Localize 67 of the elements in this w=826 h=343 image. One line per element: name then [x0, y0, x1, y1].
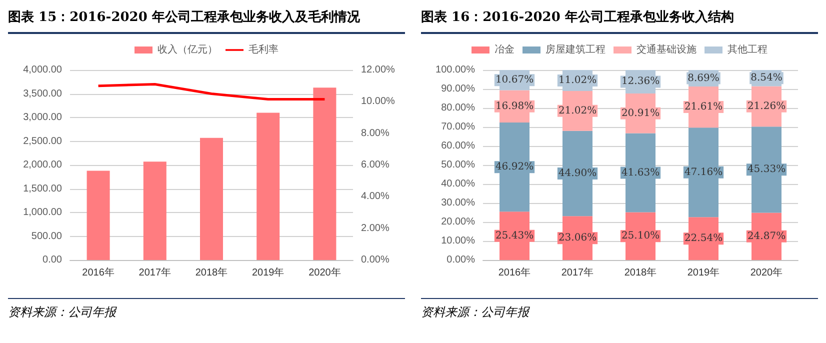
- data-label: 21.61%: [684, 102, 723, 113]
- y-tick-label: 80.00%: [441, 102, 476, 114]
- x-tick-label: 2017年: [561, 266, 594, 278]
- legend-label: 其他工程: [728, 44, 768, 56]
- data-label: 25.10%: [621, 230, 660, 242]
- y2-tick-label: 12.00%: [361, 64, 396, 76]
- data-label: 45.33%: [747, 164, 786, 176]
- y-tick-label: 3,500.00: [23, 88, 62, 100]
- y-tick-label: 90.00%: [441, 84, 476, 94]
- y-tick-label: 10.00%: [441, 236, 476, 246]
- data-label: 12.36%: [621, 76, 660, 88]
- y-tick-label: 20.00%: [441, 216, 476, 228]
- data-label: 44.90%: [558, 168, 597, 180]
- y-tick-label: 3,000.00: [23, 112, 62, 123]
- text: 资料来源：公司年报: [8, 304, 116, 321]
- data-label: 47.16%: [684, 166, 723, 178]
- x-tick-label: 2019年: [252, 266, 284, 278]
- y-tick-label: 0.00: [42, 254, 62, 266]
- x-tick-label: 2016年: [498, 266, 531, 278]
- data-label: 22.54%: [684, 233, 723, 244]
- x-tick-label: 2020年: [308, 266, 341, 278]
- y2-tick-label: 0.00%: [361, 254, 390, 266]
- y-tick-label: 500.00: [31, 230, 62, 242]
- data-label: 25.43%: [495, 230, 534, 242]
- data-label: 8.54%: [750, 72, 782, 84]
- legend-label: 毛利率: [248, 44, 278, 56]
- x-tick-label: 2017年: [138, 266, 172, 278]
- legend-label: 交通基础设施: [636, 44, 696, 56]
- data-label: 46.92%: [495, 162, 534, 173]
- data-label: 24.87%: [747, 230, 786, 242]
- x-tick-label: 2019年: [687, 266, 720, 278]
- data-label: 41.63%: [621, 167, 660, 178]
- data-label: 21.26%: [747, 100, 786, 112]
- y-tick-label: 30.00%: [441, 198, 476, 208]
- data-label: 11.02%: [558, 74, 597, 86]
- y2-tick-label: 6.00%: [361, 160, 390, 170]
- legend-label: 房屋建筑工程: [546, 44, 606, 56]
- y-tick-label: 1,500.00: [23, 183, 62, 194]
- data-label: 8.69%: [688, 72, 720, 84]
- y-tick-label: 100.00%: [436, 64, 476, 76]
- y-tick-label: 60.00%: [441, 140, 476, 152]
- y2-tick-label: 2.00%: [361, 222, 390, 234]
- x-tick-label: 2020年: [750, 266, 783, 278]
- legend-label: 冶金: [494, 44, 514, 56]
- data-label: 21.02%: [558, 105, 597, 116]
- y-tick-label: 2,000.00: [23, 160, 62, 170]
- data-label: 20.91%: [621, 108, 660, 119]
- y-tick-label: 4,000.00: [23, 64, 62, 76]
- chart-title: 图表 16：2016-2020 年公司工程承包业务收入结构: [421, 8, 734, 26]
- y2-tick-label: 8.00%: [361, 128, 390, 139]
- y2-tick-label: 10.00%: [361, 96, 396, 108]
- y-tick-label: 70.00%: [441, 122, 476, 132]
- data-label: 16.98%: [495, 100, 534, 112]
- chart-title: 图表 15：2016-2020 年公司工程承包业务收入及毛利情况: [8, 8, 360, 26]
- x-tick-label: 2016年: [82, 266, 114, 278]
- legend-label: 收入（亿元）: [158, 44, 218, 56]
- y2-tick-label: 4.00%: [361, 191, 390, 202]
- x-tick-label: 2018年: [624, 266, 657, 278]
- y-tick-label: 2,500.00: [23, 136, 62, 147]
- data-label: 23.06%: [558, 232, 597, 244]
- y-tick-label: 40.00%: [441, 178, 476, 190]
- y-tick-label: 0.00%: [446, 254, 476, 266]
- y-tick-label: 1,000.00: [23, 207, 62, 218]
- x-tick-label: 2018年: [195, 266, 228, 278]
- text: 资料来源：公司年报: [421, 304, 529, 321]
- y-tick-label: 50.00%: [441, 160, 476, 170]
- data-label: 10.67%: [495, 74, 534, 86]
